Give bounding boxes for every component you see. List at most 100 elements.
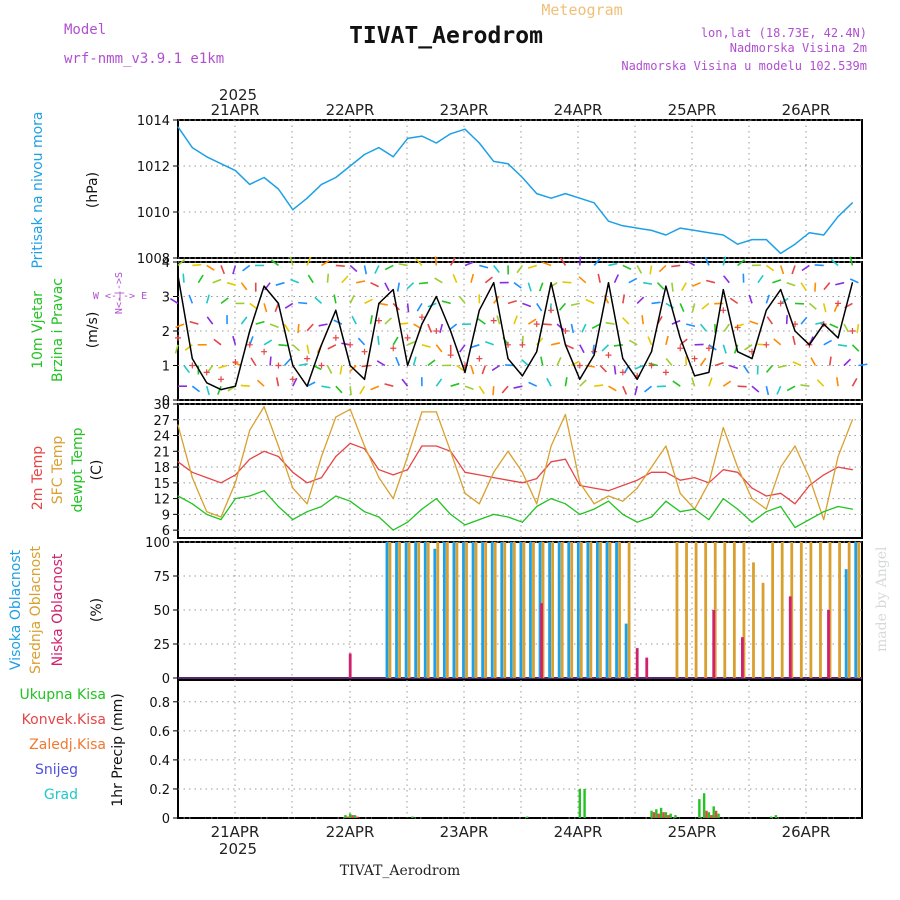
wind-arrow bbox=[772, 279, 782, 284]
wind-arrow bbox=[528, 381, 538, 387]
pressure-point bbox=[737, 243, 739, 245]
wind-arrow bbox=[370, 281, 379, 288]
temp2m-line-point bbox=[234, 474, 236, 476]
high-cloud-bar bbox=[557, 542, 561, 678]
wind-arrow bbox=[217, 385, 222, 395]
wind-arrow bbox=[396, 282, 401, 292]
temp2m-line-point bbox=[263, 450, 265, 452]
wind-arrow bbox=[765, 386, 770, 396]
wind-arrow bbox=[565, 344, 574, 350]
precip-total-bar bbox=[664, 812, 668, 818]
temp2m-line-point bbox=[765, 495, 767, 497]
wind-speed-point bbox=[521, 375, 523, 377]
wind-speed-point bbox=[306, 385, 308, 387]
wind-arrow bbox=[800, 282, 807, 291]
credit-text: made by Angel bbox=[874, 546, 890, 652]
y-tick-label: 1008 bbox=[137, 252, 170, 267]
cloud-ylabel-1: Visoka Oblacnost bbox=[8, 549, 24, 670]
temp2m-line-point bbox=[292, 471, 294, 473]
wind-arrow bbox=[357, 337, 366, 346]
wind-arrow bbox=[283, 323, 290, 333]
wind-arrow bbox=[593, 258, 601, 266]
dewpt-line-point bbox=[650, 516, 653, 518]
wind-arrow bbox=[492, 386, 495, 396]
high-cloud-bar bbox=[471, 542, 475, 678]
dewpt-line-point bbox=[378, 516, 380, 518]
wind-arrow bbox=[263, 303, 268, 313]
wind-arrow bbox=[307, 274, 314, 284]
wind-arrow bbox=[613, 365, 617, 375]
wind-arrow bbox=[757, 274, 764, 284]
y-tick-label: 9 bbox=[162, 508, 170, 523]
low-cloud-bar bbox=[741, 637, 744, 678]
high-cloud-bar bbox=[414, 542, 418, 678]
sfc-temp-line-point bbox=[335, 416, 337, 418]
high-cloud-bar bbox=[538, 542, 542, 678]
wind-arrow bbox=[218, 364, 228, 369]
mid-cloud-bar bbox=[599, 542, 602, 678]
y-tick-label: 0.2 bbox=[149, 783, 170, 798]
cloud-panel: 0 25 50 75 100 bbox=[145, 536, 863, 687]
gust-marker bbox=[763, 341, 770, 348]
precip-total-bar bbox=[774, 815, 778, 818]
mid-cloud-bar bbox=[445, 542, 449, 678]
wind-arrow bbox=[585, 298, 595, 305]
wind-speed-point bbox=[823, 323, 825, 325]
wind-arrow bbox=[570, 323, 575, 334]
wind-arrow bbox=[349, 294, 355, 304]
temp2m-line-point bbox=[837, 466, 839, 468]
mid-cloud-bar bbox=[809, 542, 813, 678]
wind-arrow bbox=[401, 378, 409, 387]
sfc-temp-line-point bbox=[564, 413, 567, 416]
temp2m-line-point bbox=[349, 442, 351, 445]
dewpt-line-point bbox=[249, 495, 251, 497]
wind-arrow bbox=[297, 324, 300, 334]
temp2m-line-point bbox=[507, 479, 509, 481]
wind-arrow bbox=[450, 382, 460, 387]
y-tick-label: 24 bbox=[153, 430, 170, 445]
precip-conv-bar bbox=[351, 815, 354, 818]
y-tick-label: 2 bbox=[162, 325, 170, 340]
wind-arrow bbox=[434, 256, 438, 266]
wind-arrow bbox=[714, 361, 724, 367]
wind-arrow bbox=[722, 344, 727, 354]
precip-total-bar bbox=[348, 813, 352, 818]
gust-marker bbox=[662, 369, 669, 376]
precip-conv-bar bbox=[346, 816, 350, 818]
wind-speed-point bbox=[450, 330, 452, 332]
dewpt-line-point bbox=[780, 505, 782, 508]
wind-arrow bbox=[681, 282, 687, 291]
gust-marker bbox=[576, 362, 583, 369]
pressure-point bbox=[837, 216, 839, 218]
wind-arrow bbox=[658, 264, 667, 273]
wind-arrow bbox=[816, 379, 825, 387]
y-tick-label: 18 bbox=[153, 461, 170, 476]
temp2m-line-point bbox=[780, 492, 782, 494]
wind-arrow bbox=[749, 320, 759, 325]
pressure-point bbox=[751, 239, 753, 241]
sfc-temp-line-point bbox=[464, 492, 466, 494]
mid-cloud-bar bbox=[780, 542, 784, 678]
wind-arrow bbox=[416, 302, 423, 312]
gust-marker bbox=[720, 307, 727, 314]
wind-arrow bbox=[601, 344, 610, 352]
sfc-temp-line-point bbox=[450, 450, 452, 452]
sfc-temp-line-point bbox=[765, 508, 767, 510]
wind-arrow bbox=[729, 364, 739, 370]
y-tick-label: 1014 bbox=[137, 114, 170, 129]
pressure-point bbox=[622, 225, 624, 227]
wind-panel: 0 1 2 3 4 bbox=[162, 256, 868, 409]
wind-arrow bbox=[792, 335, 796, 345]
wind-speed-point bbox=[234, 385, 236, 387]
bottom-date-tick: 22APR bbox=[326, 823, 375, 841]
wind-arrow bbox=[644, 385, 653, 393]
wind-arrow bbox=[536, 302, 543, 312]
precip-total-bar bbox=[583, 788, 586, 818]
gust-marker bbox=[691, 355, 698, 362]
sfc-temp-line-point bbox=[507, 450, 509, 452]
wind-speed-point bbox=[478, 309, 480, 311]
precip-total-bar bbox=[698, 799, 701, 818]
dewpt-line-point bbox=[478, 519, 480, 521]
mid-cloud-bar bbox=[503, 542, 507, 678]
wind-arrow bbox=[815, 321, 825, 325]
